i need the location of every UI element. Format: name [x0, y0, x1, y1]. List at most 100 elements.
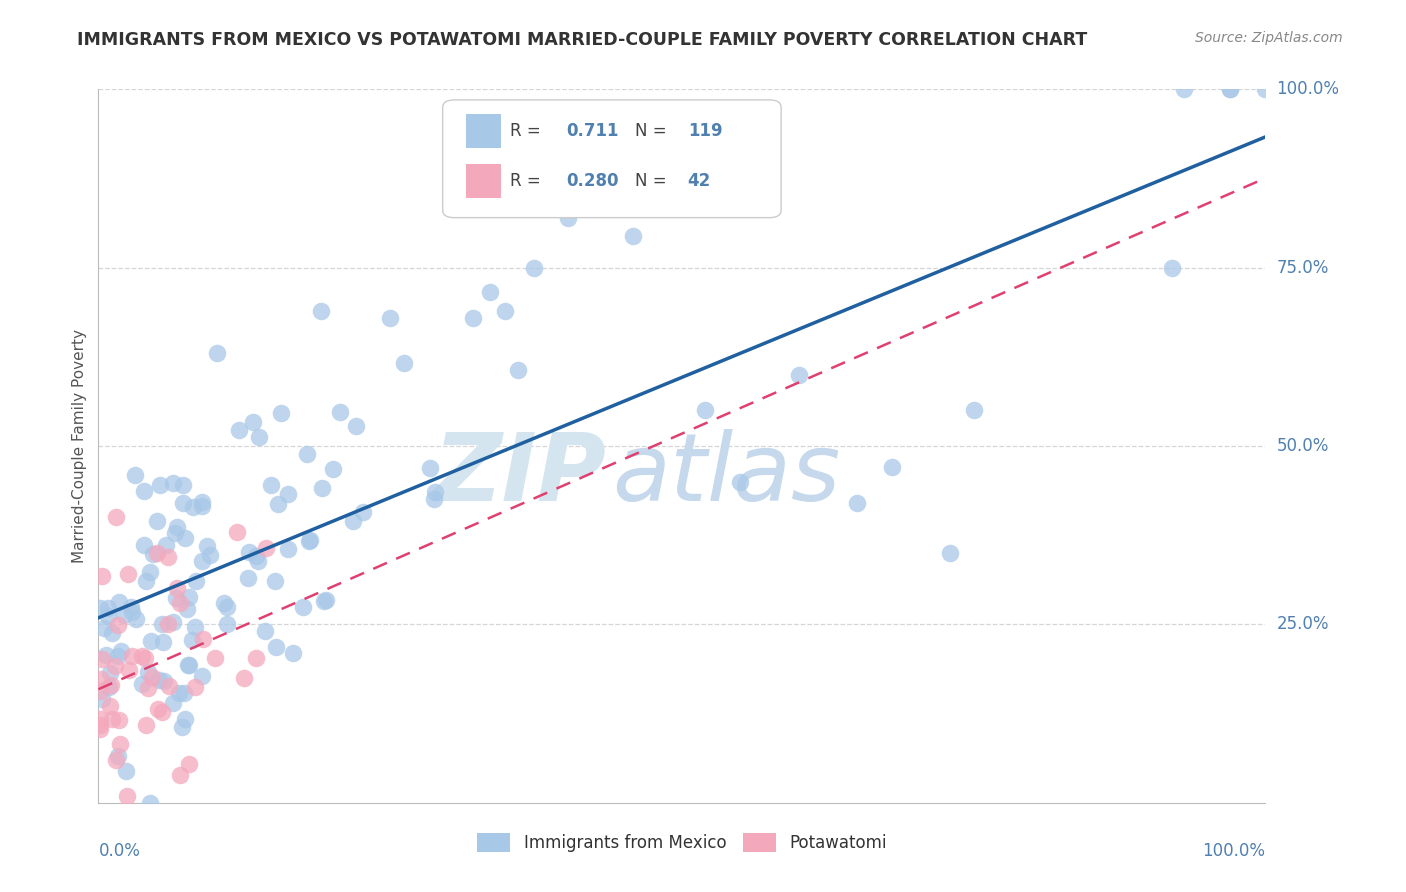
Point	[162, 696, 184, 710]
Point	[100, 678, 122, 692]
Point	[115, 764, 138, 778]
Point	[112, 607, 135, 622]
Point	[98, 698, 121, 713]
Point	[132, 538, 155, 552]
Point	[179, 756, 201, 771]
Point	[184, 619, 207, 633]
Point	[1219, 82, 1241, 96]
Point	[170, 720, 193, 734]
Point	[238, 571, 260, 585]
Point	[1173, 82, 1195, 96]
Point	[292, 600, 315, 615]
Text: atlas: atlas	[612, 429, 841, 520]
Point	[423, 492, 446, 507]
Point	[121, 648, 143, 663]
Point	[328, 405, 350, 419]
Point	[131, 649, 153, 664]
Point	[148, 702, 170, 716]
Point	[177, 590, 200, 604]
Point	[463, 311, 485, 326]
Point	[162, 475, 184, 490]
Point	[90, 652, 112, 666]
Point	[98, 666, 121, 681]
Point	[174, 712, 197, 726]
Point	[195, 539, 218, 553]
Point	[557, 211, 579, 225]
Point	[267, 497, 290, 511]
Point	[176, 602, 198, 616]
Point	[297, 447, 319, 461]
Point	[277, 541, 299, 556]
Point	[157, 679, 180, 693]
Point	[118, 663, 141, 677]
Point	[246, 554, 269, 568]
Point	[270, 406, 292, 420]
Point	[264, 574, 287, 588]
Point	[165, 591, 187, 605]
Point	[392, 356, 415, 370]
Text: 50.0%: 50.0%	[1277, 437, 1329, 455]
Point	[172, 496, 194, 510]
Point	[167, 685, 190, 699]
Point	[117, 567, 139, 582]
Point	[177, 658, 200, 673]
Point	[299, 533, 322, 547]
Point	[152, 706, 174, 720]
Point	[380, 311, 402, 326]
Text: ZIP: ZIP	[433, 428, 606, 521]
Point	[157, 550, 180, 565]
Point	[105, 753, 128, 767]
Point	[169, 768, 191, 782]
Point	[107, 748, 129, 763]
Point	[787, 368, 810, 382]
Point	[146, 514, 169, 528]
Point	[89, 683, 111, 698]
Point	[152, 635, 174, 649]
Point	[730, 475, 752, 489]
Point	[125, 612, 148, 626]
Point	[215, 616, 238, 631]
Point	[136, 681, 159, 696]
Point	[141, 634, 163, 648]
Point	[254, 541, 277, 556]
Point	[166, 520, 188, 534]
Point	[207, 346, 229, 360]
Point	[179, 658, 201, 673]
Point	[939, 546, 962, 560]
Text: 119: 119	[688, 122, 723, 140]
Point	[162, 615, 184, 629]
Point	[146, 546, 169, 560]
Point	[846, 496, 869, 510]
Point	[204, 650, 226, 665]
Point	[135, 717, 157, 731]
FancyBboxPatch shape	[443, 100, 782, 218]
Point	[180, 633, 202, 648]
Point	[97, 680, 120, 694]
Point	[314, 594, 336, 608]
Point	[97, 601, 120, 615]
Point	[242, 415, 264, 429]
Point	[124, 468, 146, 483]
Point	[139, 565, 162, 579]
Point	[138, 665, 160, 680]
Point	[181, 500, 204, 515]
Point	[108, 738, 131, 752]
Point	[184, 680, 207, 694]
Point	[962, 403, 984, 417]
Point	[91, 692, 114, 706]
Text: IMMIGRANTS FROM MEXICO VS POTAWATOMI MARRIED-COUPLE FAMILY POVERTY CORRELATION C: IMMIGRANTS FROM MEXICO VS POTAWATOMI MAR…	[77, 31, 1088, 49]
Point	[315, 593, 337, 607]
Point	[107, 648, 129, 663]
Point	[115, 789, 138, 803]
Point	[423, 485, 446, 500]
Text: 0.280: 0.280	[567, 172, 619, 190]
Point	[191, 499, 214, 513]
Point	[150, 616, 173, 631]
Point	[135, 574, 157, 588]
Text: R =: R =	[510, 172, 547, 190]
Point	[281, 646, 304, 660]
Point	[254, 624, 277, 638]
Point	[173, 685, 195, 699]
Point	[193, 632, 215, 646]
Text: 42: 42	[688, 172, 711, 190]
